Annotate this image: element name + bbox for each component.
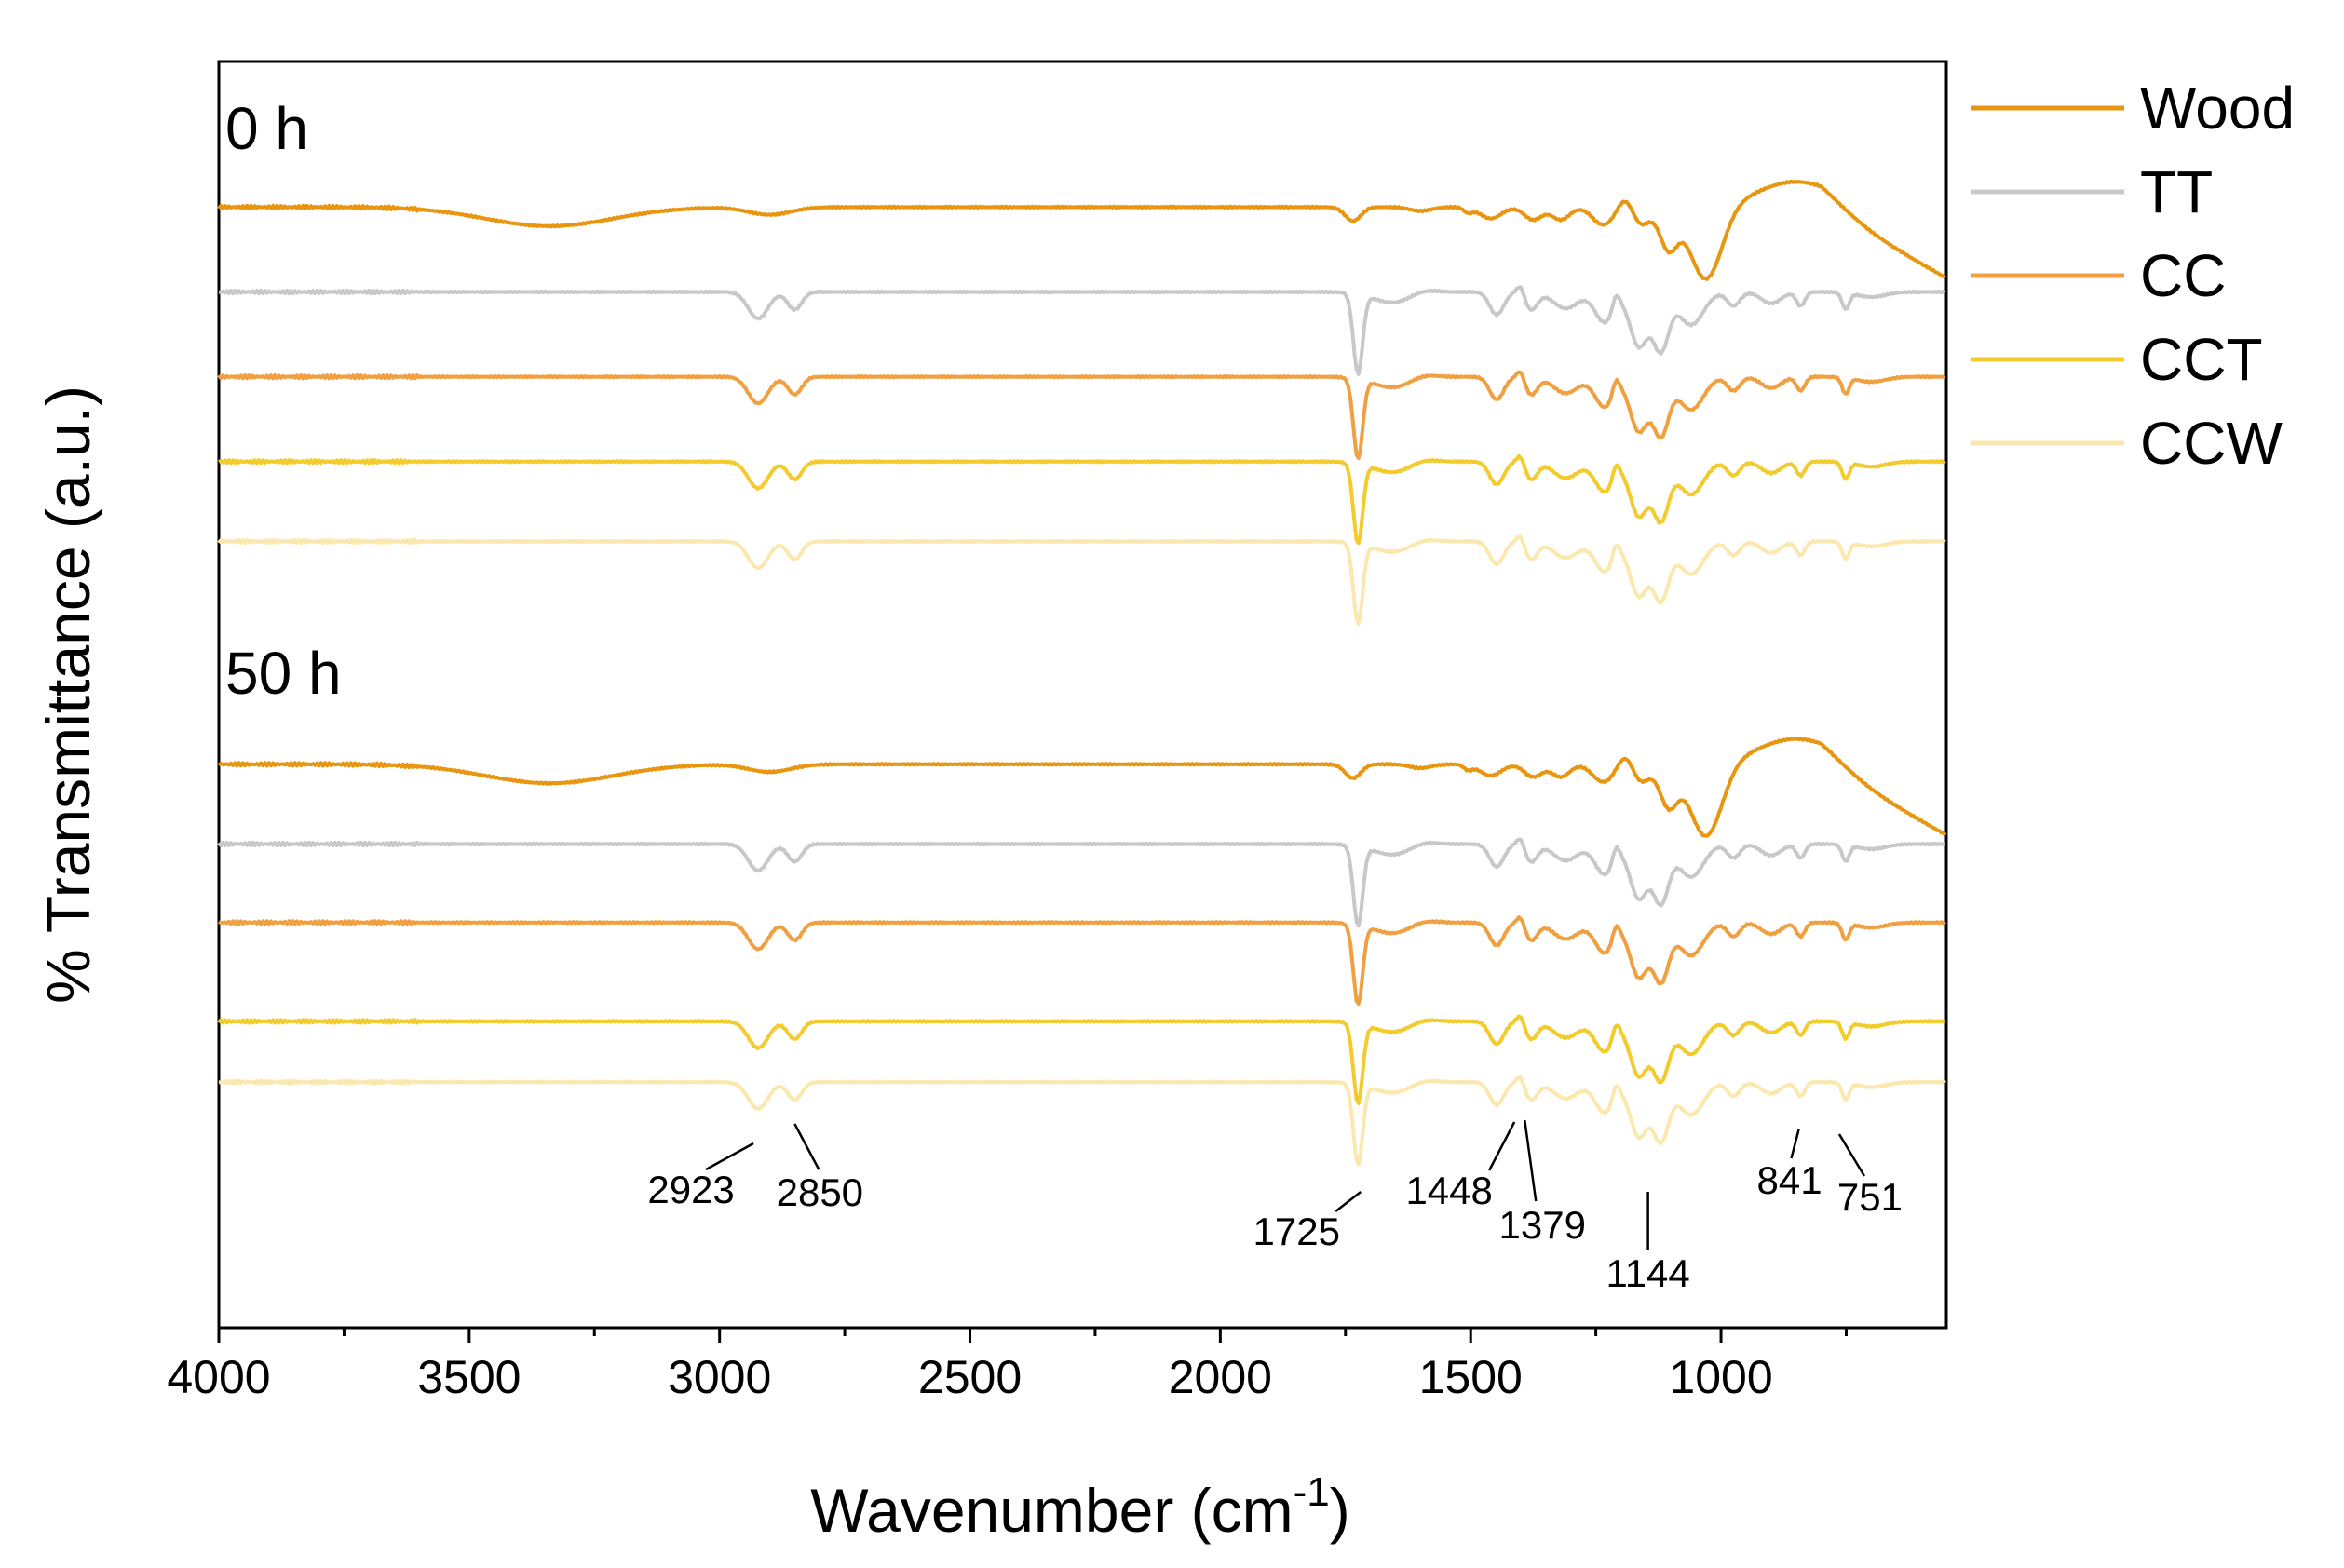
annotation-leader-2923 <box>705 1142 754 1171</box>
spectrum-ccw-0h <box>217 534 1946 626</box>
x-tick-label: 1500 <box>1419 1351 1523 1403</box>
annotation-label-2850: 2850 <box>777 1170 863 1214</box>
spectrum-cc-0h <box>217 370 1946 460</box>
annotation-leader-751 <box>1837 1133 1865 1177</box>
annotation-label-751: 751 <box>1837 1175 1903 1219</box>
legend: Wood TT CC CCT CCW <box>1971 74 2295 477</box>
annotation-label-1725: 1725 <box>1253 1210 1340 1253</box>
annotation-label-1379: 1379 <box>1499 1203 1586 1247</box>
y-axis-label: % Transmittance (a.u.) <box>34 385 102 1004</box>
legend-label-tt: TT <box>2140 158 2213 225</box>
x-tick-label: 3500 <box>417 1351 521 1403</box>
spectrum-tt-0h <box>218 285 1946 376</box>
x-tick-label: 3000 <box>668 1351 771 1403</box>
legend-label-cc: CC <box>2140 242 2226 309</box>
annotation-label-2923: 2923 <box>647 1168 734 1211</box>
annotation-label-841: 841 <box>1756 1158 1822 1202</box>
panel-label: 0 h <box>225 95 308 162</box>
x-tick-label: 4000 <box>167 1351 270 1403</box>
annotation-label-1144: 1144 <box>1606 1251 1689 1295</box>
panel-label: 50 h <box>225 640 342 707</box>
spectrum-cct-0h <box>218 453 1946 546</box>
plot-frame <box>217 60 1948 1330</box>
panel-labels: 0 h 50 h <box>225 95 342 707</box>
x-tick-label: 2000 <box>1169 1351 1272 1403</box>
x-tick-label: 2500 <box>918 1351 1022 1403</box>
spectrum-wood-0h <box>217 179 1947 281</box>
spectrum-cc-50h <box>218 915 1947 1006</box>
annotation-leader-1448 <box>1488 1121 1516 1171</box>
x-axis: 4000 3500 3000 2500 2000 1500 1000 <box>167 1328 1848 1403</box>
spectrum-ccw-50h <box>218 1075 1946 1167</box>
spectra-group <box>217 179 1947 1167</box>
annotation-leader-1725 <box>1335 1191 1362 1212</box>
spectrum-cct-50h <box>217 1014 1945 1105</box>
spectrum-wood-50h <box>217 737 1947 838</box>
annotation-leader-841 <box>1790 1129 1800 1159</box>
spectrum-tt-50h <box>217 837 1946 928</box>
annotation-leader-2850 <box>793 1123 820 1170</box>
x-axis-label: Wavenumber (cm-1) <box>810 1469 1349 1545</box>
annotation-label-1448: 1448 <box>1405 1169 1492 1212</box>
legend-label-cct: CCT <box>2140 326 2263 393</box>
legend-label-wood: Wood <box>2140 74 2295 142</box>
annotation-leader-1379 <box>1524 1119 1538 1202</box>
x-tick-label: 1000 <box>1669 1351 1772 1403</box>
legend-label-ccw: CCW <box>2140 410 2283 477</box>
